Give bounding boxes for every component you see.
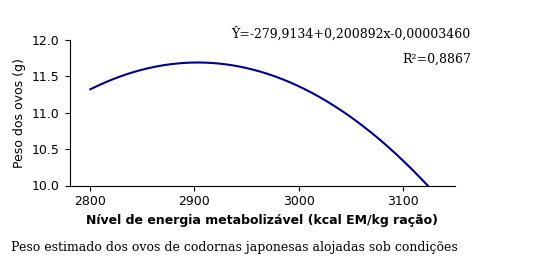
peso ovos xyxy=(387,147,393,150)
peso ovos xyxy=(263,72,270,75)
peso ovos xyxy=(285,80,292,83)
Y-axis label: Peso dos ovos (g): Peso dos ovos (g) xyxy=(13,58,26,167)
peso ovos xyxy=(305,89,311,92)
peso ovos xyxy=(195,61,201,64)
peso ovos xyxy=(261,71,268,74)
peso ovos xyxy=(87,88,94,91)
peso ovos xyxy=(444,205,450,208)
Text: Ŷ=-279,9134+0,200892x-0,00003460: Ŷ=-279,9134+0,200892x-0,00003460 xyxy=(232,26,471,41)
X-axis label: Nível de energia metabolizável (kcal EM/kg ração): Nível de energia metabolizável (kcal EM/… xyxy=(86,214,438,227)
Text: R²=0,8867: R²=0,8867 xyxy=(402,53,471,66)
Text: Peso estimado dos ovos de codornas japonesas alojadas sob condições: Peso estimado dos ovos de codornas japon… xyxy=(11,241,457,254)
Line: peso ovos: peso ovos xyxy=(90,63,455,216)
peso ovos xyxy=(452,215,458,218)
